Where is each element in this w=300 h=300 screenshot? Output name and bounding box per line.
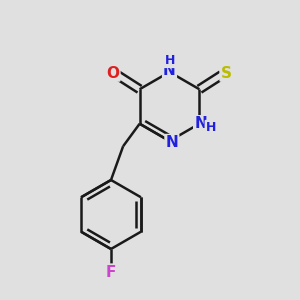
Text: N: N xyxy=(166,135,178,150)
Text: O: O xyxy=(106,65,119,80)
Text: S: S xyxy=(220,65,232,80)
Text: H: H xyxy=(165,54,175,67)
Text: N: N xyxy=(194,116,207,131)
Text: F: F xyxy=(106,265,116,280)
Text: H: H xyxy=(206,121,216,134)
Text: N: N xyxy=(163,63,176,78)
